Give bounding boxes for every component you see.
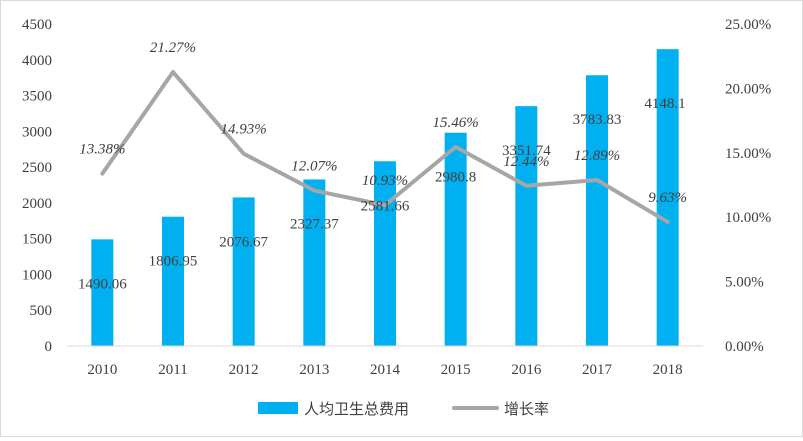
legend-line-label: 增长率	[504, 400, 549, 418]
labels-layer: 1490.06 1806.95 2076.67 2327.37 2581.66 2980.…	[78, 40, 687, 292]
bar-value-label-2012: 2076.67	[219, 234, 268, 250]
left-tick-0: 0	[45, 339, 53, 355]
bar-2014	[374, 161, 396, 346]
legend-bar-label: 人均卫生总费用	[304, 400, 409, 418]
left-tick-4000: 4000	[22, 53, 52, 69]
right-tick-20.00%: 20.00%	[725, 81, 771, 97]
growth-rate-line	[100, 70, 670, 224]
rate-value-label-2012: 14.93%	[221, 122, 267, 138]
x-tick-2013: 2013	[299, 362, 329, 378]
left-tick-2000: 2000	[22, 196, 52, 212]
bar-2017	[586, 75, 608, 346]
x-tick-2018: 2018	[653, 362, 683, 378]
left-tick-500: 500	[30, 303, 53, 319]
left-tick-3500: 3500	[22, 89, 52, 105]
x-tick-2011: 2011	[158, 362, 187, 378]
bar-value-label-2014: 2581.66	[361, 198, 410, 214]
left-tick-3000: 3000	[22, 124, 52, 140]
right-tick-15.00%: 15.00%	[725, 146, 771, 162]
right-tick-25.00%: 25.00%	[725, 17, 771, 33]
left-tick-1500: 1500	[22, 232, 52, 248]
bar-value-label-2010: 1490.06	[78, 276, 127, 292]
bar-2016	[515, 106, 538, 346]
rate-value-label-2017: 12.89%	[574, 148, 620, 164]
rate-value-label-2014: 10.93%	[362, 173, 408, 189]
bar-value-label-2011: 1806.95	[149, 254, 198, 270]
rate-value-label-2018: 9.63%	[648, 190, 687, 206]
x-tick-2014: 2014	[370, 362, 401, 378]
legend: 人均卫生总费用 增长率	[258, 400, 549, 418]
left-tick-1000: 1000	[22, 267, 52, 283]
bar-2010	[91, 239, 114, 346]
right-tick-5.00%: 5.00%	[725, 275, 764, 291]
left-tick-2500: 2500	[22, 160, 52, 176]
x-tick-2017: 2017	[582, 362, 613, 378]
bar-2018	[656, 49, 679, 347]
bar-2015	[444, 132, 467, 346]
bar-2013	[303, 179, 326, 346]
legend-bar-swatch	[258, 402, 298, 414]
bar-value-label-2017: 3783.83	[573, 112, 622, 128]
bar-value-label-2018: 4148.1	[644, 96, 685, 112]
rate-value-label-2016: 12.44%	[503, 154, 549, 170]
x-tick-2012: 2012	[229, 362, 259, 378]
bar-value-label-2013: 2327.37	[290, 216, 339, 232]
line-layer	[100, 70, 670, 224]
rate-value-label-2015: 15.46%	[433, 115, 479, 131]
bar-2011	[162, 216, 184, 346]
right-axis-ticks: 0.00% 5.00% 10.00% 15.00% 20.00% 25.00%	[725, 17, 771, 355]
bar-value-label-2015: 2980.8	[435, 170, 476, 186]
bar-value-label-2016: 3351.74	[502, 143, 551, 159]
x-tick-2010: 2010	[87, 362, 117, 378]
left-axis-ticks: 0 500 1000 1500 2000 2500 3000 3500 4000 4500	[22, 17, 52, 355]
bars-layer	[91, 49, 679, 347]
left-tick-4500: 4500	[22, 17, 52, 33]
x-tick-2016: 2016	[511, 362, 542, 378]
x-axis-ticks: 2010 2011 2012 2013 2014 2015 2016 2017 2018	[87, 362, 682, 378]
x-tick-2015: 2015	[441, 362, 471, 378]
rate-value-label-2011: 21.27%	[150, 40, 196, 56]
rate-value-label-2010: 13.38%	[79, 142, 125, 158]
right-tick-0.00%: 0.00%	[725, 339, 764, 355]
rate-value-label-2013: 12.07%	[291, 159, 337, 175]
bar-2012	[232, 197, 255, 346]
right-tick-10.00%: 10.00%	[725, 210, 771, 226]
